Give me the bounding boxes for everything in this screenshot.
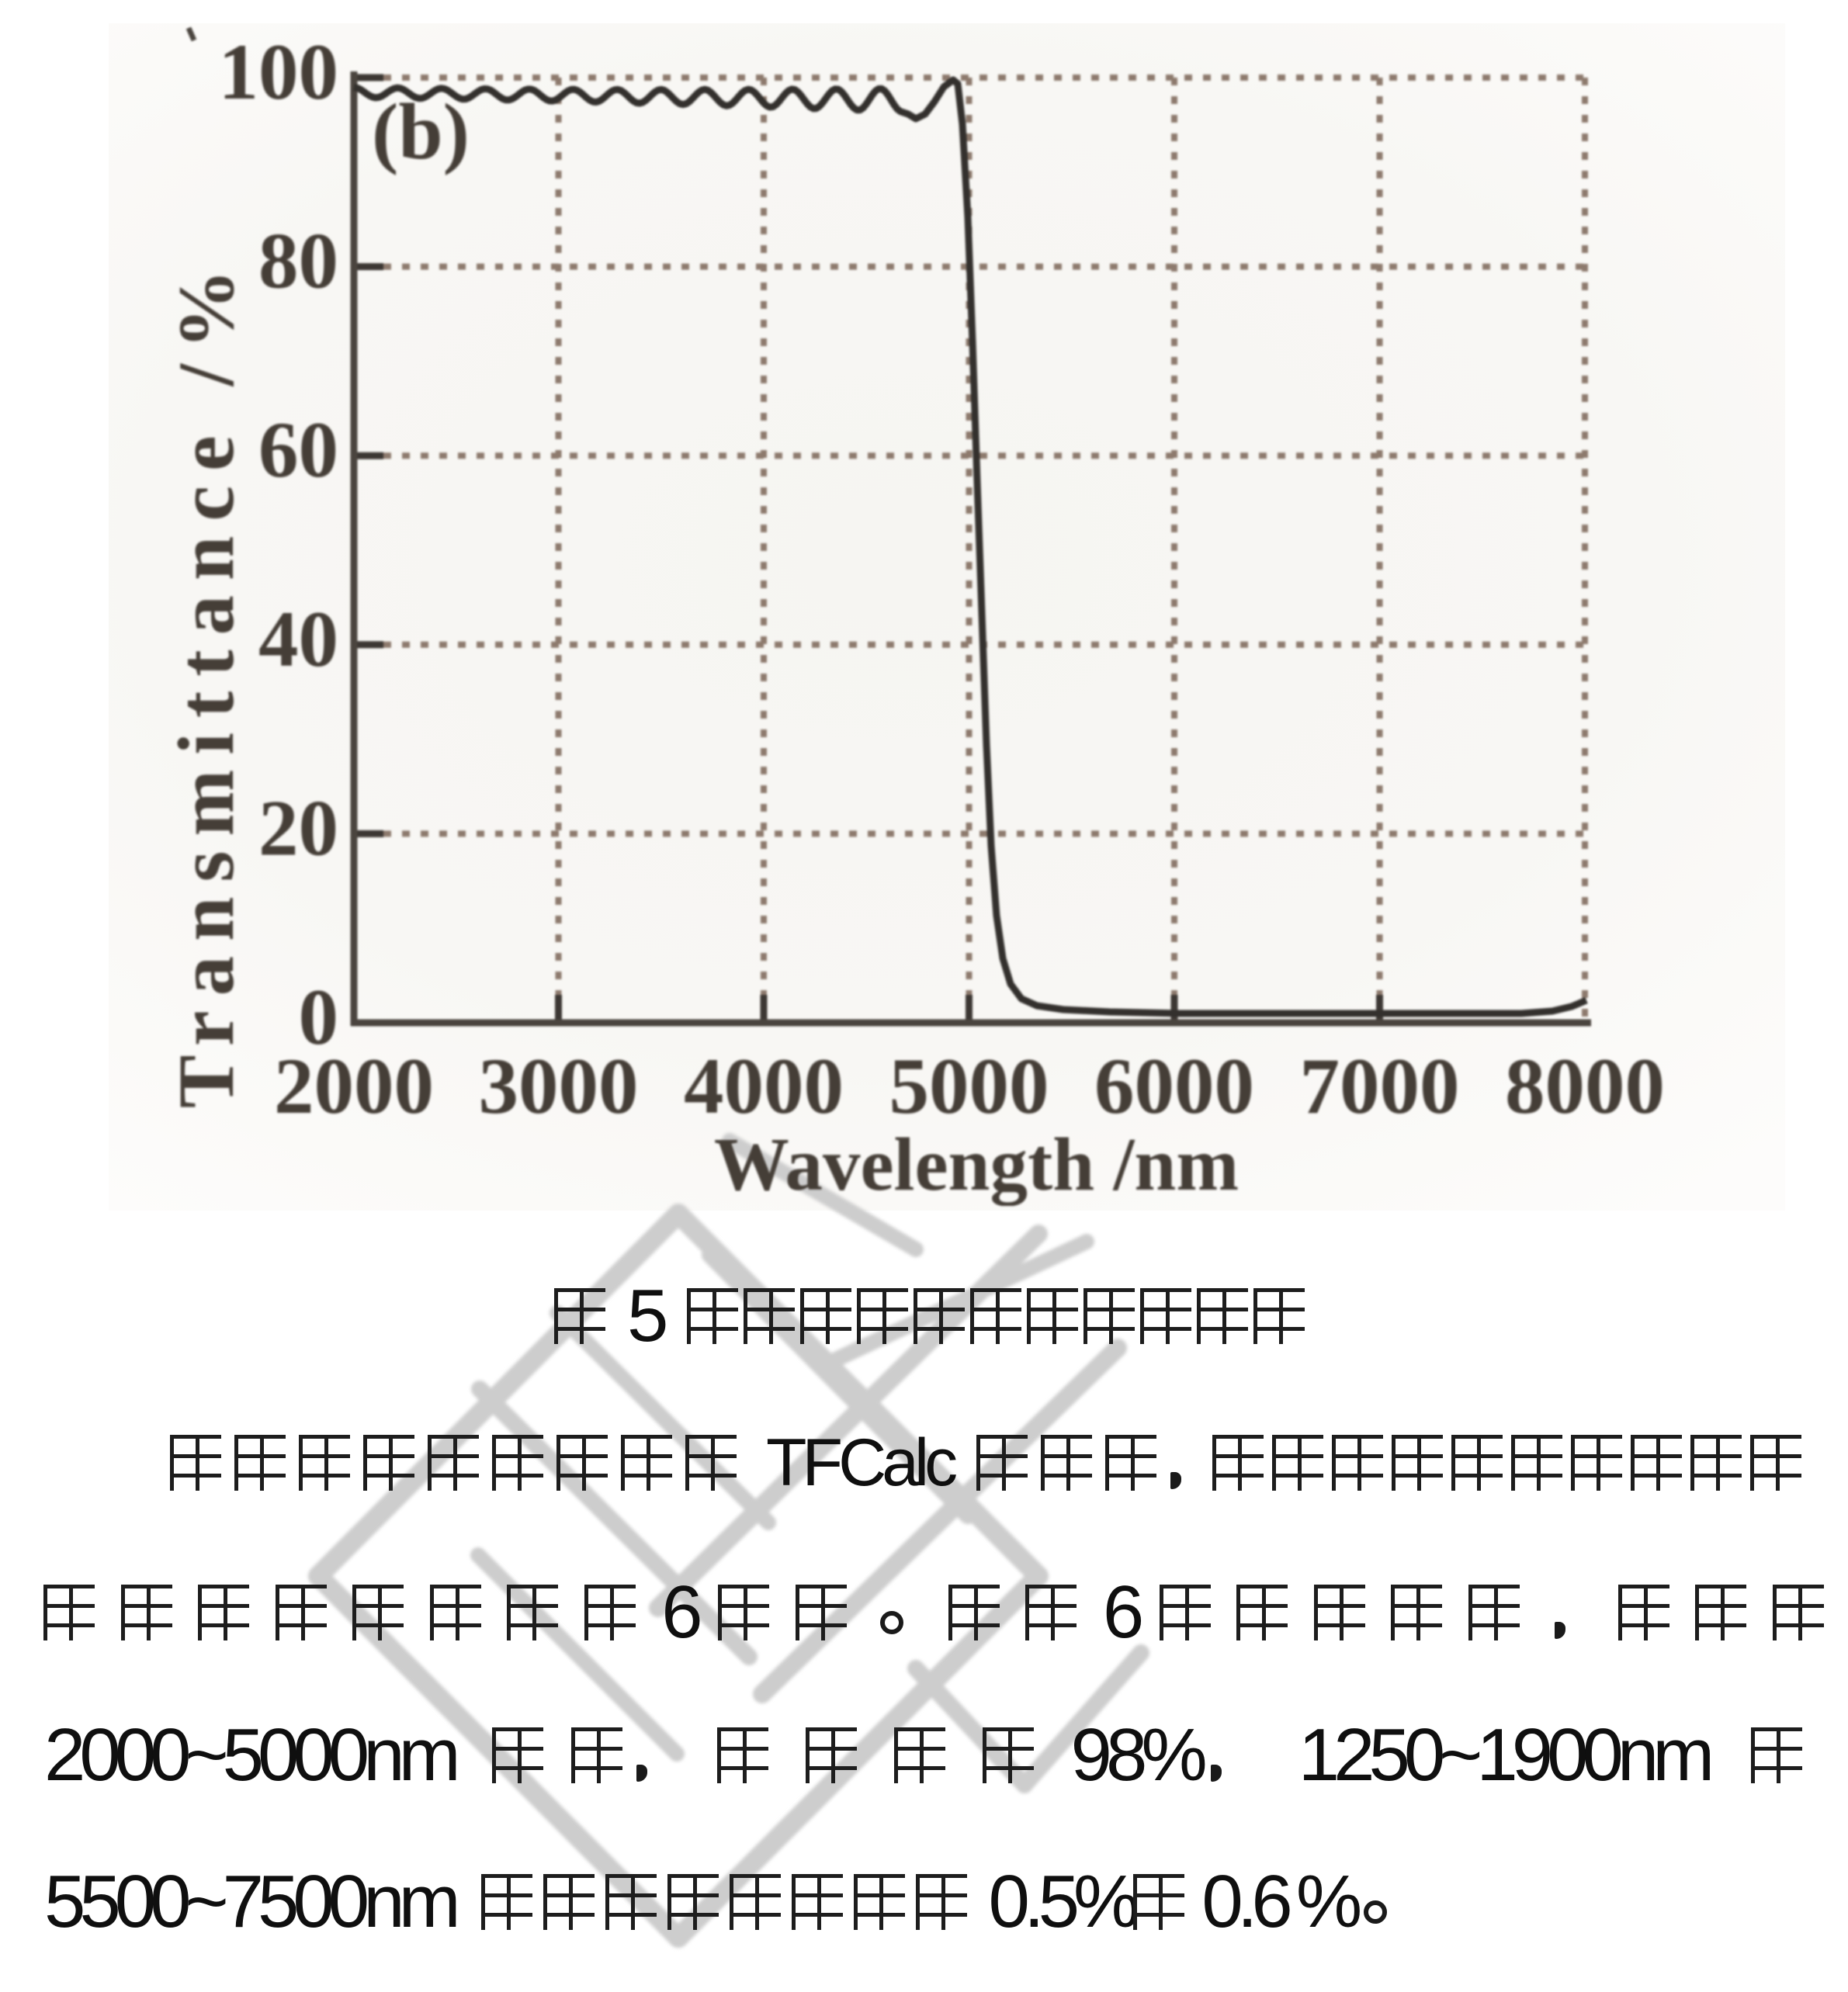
svg-text:100: 100: [219, 28, 339, 116]
svg-text:(b): (b): [372, 88, 470, 176]
svg-text:5000: 5000: [889, 1042, 1049, 1131]
svg-text:8000: 8000: [1505, 1042, 1665, 1131]
svg-text:20: 20: [258, 784, 338, 872]
svg-text:0: 0: [299, 973, 339, 1062]
svg-text:4000: 4000: [684, 1042, 844, 1131]
svg-text:80: 80: [258, 217, 338, 306]
svg-text:Wavelength /nm: Wavelength /nm: [714, 1123, 1239, 1206]
svg-text:Transmittance /%: Transmittance /%: [162, 255, 251, 1108]
svg-text:60: 60: [258, 406, 338, 494]
svg-text:3000: 3000: [479, 1042, 639, 1131]
svg-text:6000: 6000: [1094, 1042, 1254, 1131]
svg-text:7000: 7000: [1300, 1042, 1460, 1131]
svg-text:40: 40: [258, 595, 338, 684]
svg-text:2000: 2000: [274, 1042, 434, 1131]
